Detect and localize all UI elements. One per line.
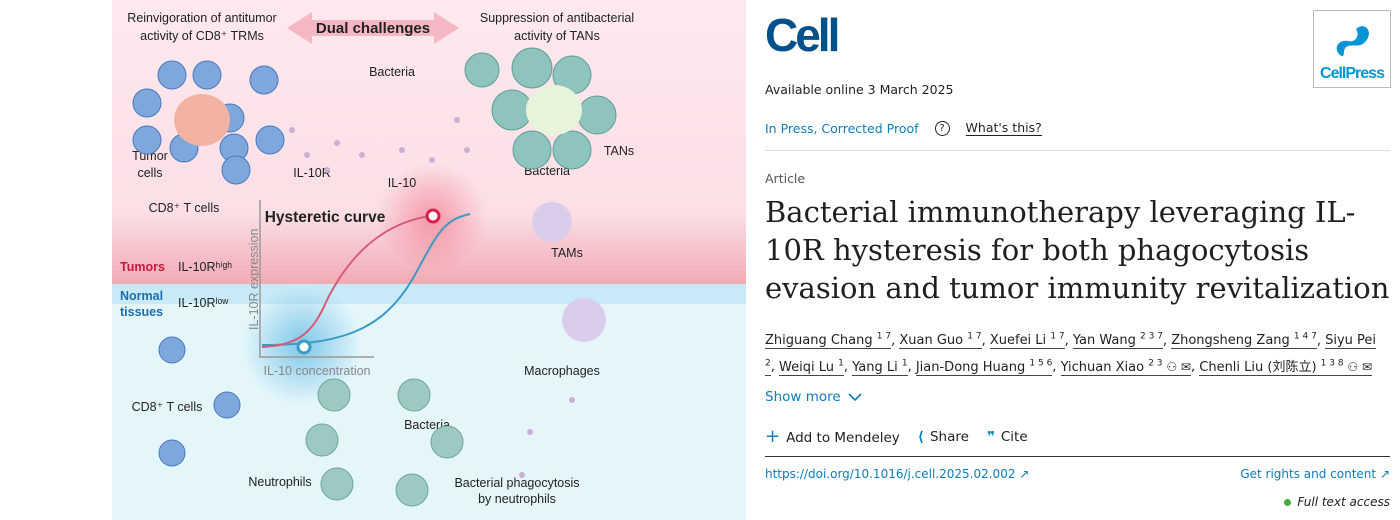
- label-neutrophils: Neutrophils: [248, 475, 311, 489]
- author-affiliation: 1 7: [876, 332, 892, 342]
- author-name: Jian-Dong Huang: [915, 359, 1026, 375]
- whats-this-link[interactable]: What's this?: [965, 120, 1042, 136]
- author-affiliation: 1 7: [967, 332, 982, 342]
- show-more-button[interactable]: Show more: [765, 389, 1390, 405]
- label-tissues: tissues: [120, 305, 163, 319]
- author-name: Yichuan Xiao: [1060, 359, 1145, 375]
- author-affiliation: 1 7: [1050, 332, 1065, 342]
- author-link[interactable]: Zhongsheng Zang 1 4 7: [1171, 332, 1317, 350]
- label-cd8-bottom: CD8⁺ T cells: [132, 400, 203, 414]
- author-link[interactable]: Yan Wang 2 3 7: [1072, 332, 1163, 350]
- author-link[interactable]: Yichuan Xiao 2 3 ⚇ ✉: [1060, 358, 1191, 376]
- chevron-down-icon: [848, 393, 862, 402]
- author-name: Zhiguang Chang: [765, 333, 873, 349]
- author-name: Siyu Pei: [1325, 333, 1377, 349]
- author-affiliation: 1: [838, 358, 844, 369]
- label-top-right-2: activity of TANs: [514, 29, 600, 43]
- label-il10r-high: IL-10Rʰⁱᵍʰ: [178, 260, 232, 274]
- label-dual-challenges: Dual challenges: [316, 20, 430, 37]
- author-affiliation: 1 5 6: [1029, 358, 1053, 369]
- label-y-axis-rotated: IL-10R expression: [247, 229, 261, 330]
- doi-link[interactable]: https://doi.org/10.1016/j.cell.2025.02.0…: [765, 467, 1030, 481]
- label-x-axis: IL-10 concentration: [263, 364, 370, 378]
- share-button[interactable]: ⟨ Share: [917, 428, 969, 445]
- article-type: Article: [765, 171, 806, 186]
- label-normal: Normal: [120, 289, 163, 303]
- quote-icon: ❞: [986, 428, 995, 445]
- label-top-right-1: Suppression of antibacterial: [480, 11, 634, 25]
- label-phago-1: Bacterial phagocytosis: [454, 476, 579, 490]
- label-il10: IL-10: [388, 176, 417, 190]
- il10-molecules: [289, 117, 575, 478]
- label-tams: TAMs: [551, 246, 583, 260]
- question-circle-icon[interactable]: ?: [934, 120, 950, 136]
- rights-link[interactable]: Get rights and content ↗: [1240, 467, 1390, 481]
- label-tans: TANs: [604, 144, 634, 158]
- graphical-abstract: Reinvigoration of antitumor activity of …: [112, 0, 746, 520]
- author-contact-icons: ⚇ ✉: [1343, 359, 1373, 374]
- author-name: Yan Wang: [1072, 333, 1136, 349]
- label-top-left-2: activity of CD8⁺ TRMs: [140, 29, 264, 43]
- author-name: Yang Li: [852, 359, 898, 375]
- author-link[interactable]: Yang Li 1: [852, 358, 908, 376]
- access-dot-icon: [1284, 499, 1292, 506]
- author-link[interactable]: Weiqi Lu 1: [779, 358, 844, 376]
- neutrophil-cells: [305, 378, 464, 507]
- author-link[interactable]: Zhiguang Chang 1 7: [765, 332, 892, 350]
- external-link-icon: ↗: [1379, 467, 1390, 481]
- label-il10r-low: IL-10Rˡᵒʷ: [178, 296, 229, 310]
- author-name: Xuan Guo: [899, 333, 964, 349]
- author-link[interactable]: Chenli Liu (刘陈立) 1 3 8 ⚇ ✉: [1199, 358, 1373, 376]
- article-title: Bacterial immunotherapy leveraging IL-10…: [765, 195, 1390, 305]
- author-link[interactable]: Siyu Pei 2: [765, 333, 1377, 376]
- author-list: Zhiguang Chang 1 7, Xuan Guo 1 7, Xuefei…: [765, 332, 1377, 376]
- available-online: Available online 3 March 2025: [765, 82, 954, 97]
- label-hysteretic-curve: Hysteretic curve: [265, 209, 386, 226]
- author-affiliation: 1 3 8: [1320, 358, 1344, 369]
- label-il10r: IL-10R: [293, 166, 331, 180]
- tan-cells: [464, 47, 617, 170]
- author-link[interactable]: Jian-Dong Huang 1 5 6: [915, 358, 1053, 376]
- hysteresis-plot: [259, 200, 471, 358]
- label-tumors: Tumors: [120, 260, 165, 274]
- label-tumor-cells-2: cells: [137, 166, 162, 180]
- cell-journal-logo[interactable]: Cell: [765, 9, 840, 61]
- plus-icon: +: [765, 426, 781, 447]
- author-affiliation: 1 4 7: [1293, 332, 1317, 342]
- author-affiliation: 2 3: [1148, 358, 1163, 369]
- label-cd8-top: CD8⁺ T cells: [149, 201, 220, 215]
- author-name: Zhongsheng Zang: [1171, 333, 1290, 349]
- label-phago-2: by neutrophils: [478, 492, 556, 506]
- author-name: Xuefei Li: [989, 333, 1047, 349]
- cellpress-logo[interactable]: CellPress: [1313, 10, 1391, 88]
- label-bacteria: Bacteria: [369, 65, 415, 79]
- author-affiliation: 2 3 7: [1140, 332, 1163, 342]
- full-text-access: Full text access: [1297, 495, 1390, 509]
- label-macrophages: Macrophages: [524, 364, 600, 378]
- author-name: Chenli Liu (刘陈立): [1199, 359, 1317, 375]
- author-link[interactable]: Xuan Guo 1 7: [899, 332, 982, 350]
- status-link[interactable]: In Press, Corrected Proof: [765, 120, 919, 136]
- add-to-mendeley-button[interactable]: + Add to Mendeley: [765, 426, 900, 447]
- label-top-left-1: Reinvigoration of antitumor: [127, 11, 276, 25]
- share-icon: ⟨: [917, 428, 924, 445]
- author-affiliation: 2: [765, 358, 771, 369]
- author-contact-icons: ⚇ ✉: [1162, 359, 1191, 374]
- cd8-t-cells-bottom: [158, 336, 241, 467]
- macrophage-cell: [562, 298, 606, 342]
- cite-button[interactable]: ❞ Cite: [986, 428, 1028, 445]
- external-link-icon: ↗: [1019, 467, 1030, 481]
- author-affiliation: 1: [901, 358, 908, 369]
- tam-cell: [532, 202, 572, 242]
- author-name: Weiqi Lu: [779, 359, 834, 375]
- cellpress-mark-icon: [1336, 26, 1369, 57]
- author-link[interactable]: Xuefei Li 1 7: [989, 332, 1065, 350]
